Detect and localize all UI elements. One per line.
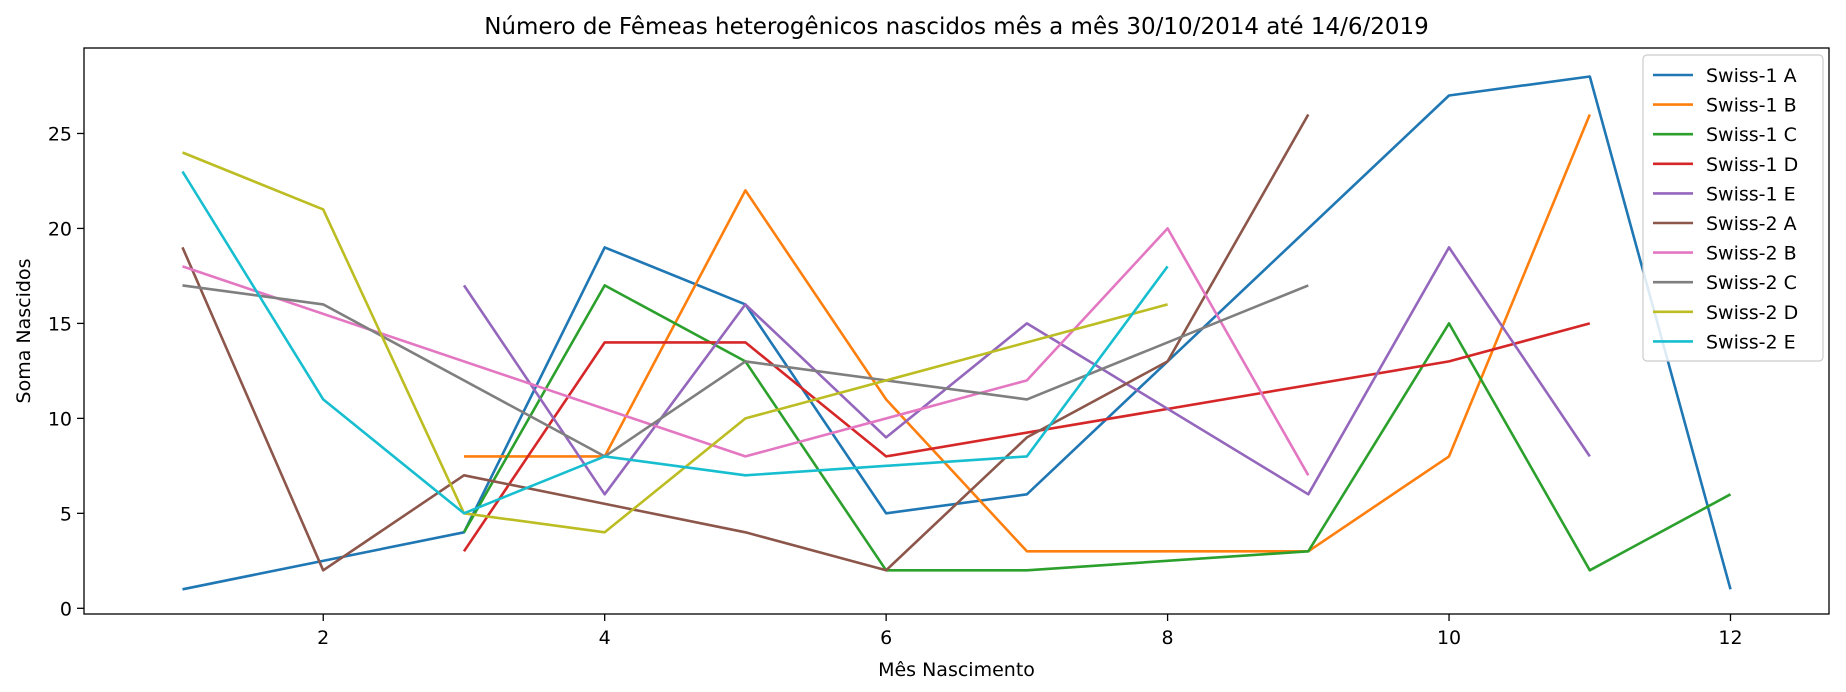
chart-title: Número de Fêmeas heterogênicos nascidos … xyxy=(484,14,1429,40)
x-axis-label: Mês Nascimento xyxy=(878,659,1035,681)
x-tick-label: 8 xyxy=(1162,627,1174,649)
series-line-swiss-2-d xyxy=(182,151,1168,534)
legend-label: Swiss-1 B xyxy=(1706,95,1797,117)
plot-lines xyxy=(181,75,1732,591)
series-line-swiss-2-c xyxy=(182,284,1309,458)
y-axis-label: Soma Nascidos xyxy=(13,259,35,404)
legend-label: Swiss-2 D xyxy=(1706,302,1798,324)
legend-label: Swiss-2 B xyxy=(1706,243,1797,265)
y-axis-ticks: 0 5 10 15 20 25 xyxy=(48,123,84,620)
series-line-swiss-1-b xyxy=(464,114,1592,553)
x-tick-label: 10 xyxy=(1437,627,1461,649)
legend-label: Swiss-1 D xyxy=(1706,154,1798,176)
plot-frame xyxy=(83,47,1830,615)
legend-label: Swiss-1 E xyxy=(1706,183,1796,205)
series-line-swiss-2-b xyxy=(182,227,1310,476)
x-tick-label: 2 xyxy=(317,627,329,649)
y-tick-label: 15 xyxy=(48,313,72,335)
series-line-swiss-2-e xyxy=(181,170,1169,515)
legend: Swiss-1 A Swiss-1 B Swiss-1 C Swiss-1 D Swis… xyxy=(1642,54,1824,362)
legend-label: Swiss-2 A xyxy=(1706,213,1797,235)
legend-label: Swiss-1 C xyxy=(1706,124,1797,146)
x-tick-label: 6 xyxy=(880,627,892,649)
legend-label: Swiss-2 C xyxy=(1706,272,1797,294)
series-line-swiss-1-c xyxy=(462,284,1732,572)
legend-box xyxy=(1642,54,1824,362)
x-tick-label: 12 xyxy=(1718,627,1742,649)
legend-label: Swiss-1 A xyxy=(1706,65,1797,87)
series-line-swiss-1-a xyxy=(182,75,1732,591)
series-line-swiss-1-e xyxy=(462,246,1591,496)
y-tick-label: 5 xyxy=(60,503,72,525)
y-tick-label: 25 xyxy=(48,123,72,145)
y-tick-label: 0 xyxy=(60,598,72,620)
legend-label: Swiss-2 E xyxy=(1706,331,1796,353)
y-tick-label: 20 xyxy=(48,218,72,240)
y-tick-label: 10 xyxy=(48,408,72,430)
x-axis-ticks: 2 4 6 8 10 12 xyxy=(317,614,1743,649)
series-line-swiss-2-a xyxy=(181,113,1310,572)
x-tick-label: 4 xyxy=(599,627,611,649)
